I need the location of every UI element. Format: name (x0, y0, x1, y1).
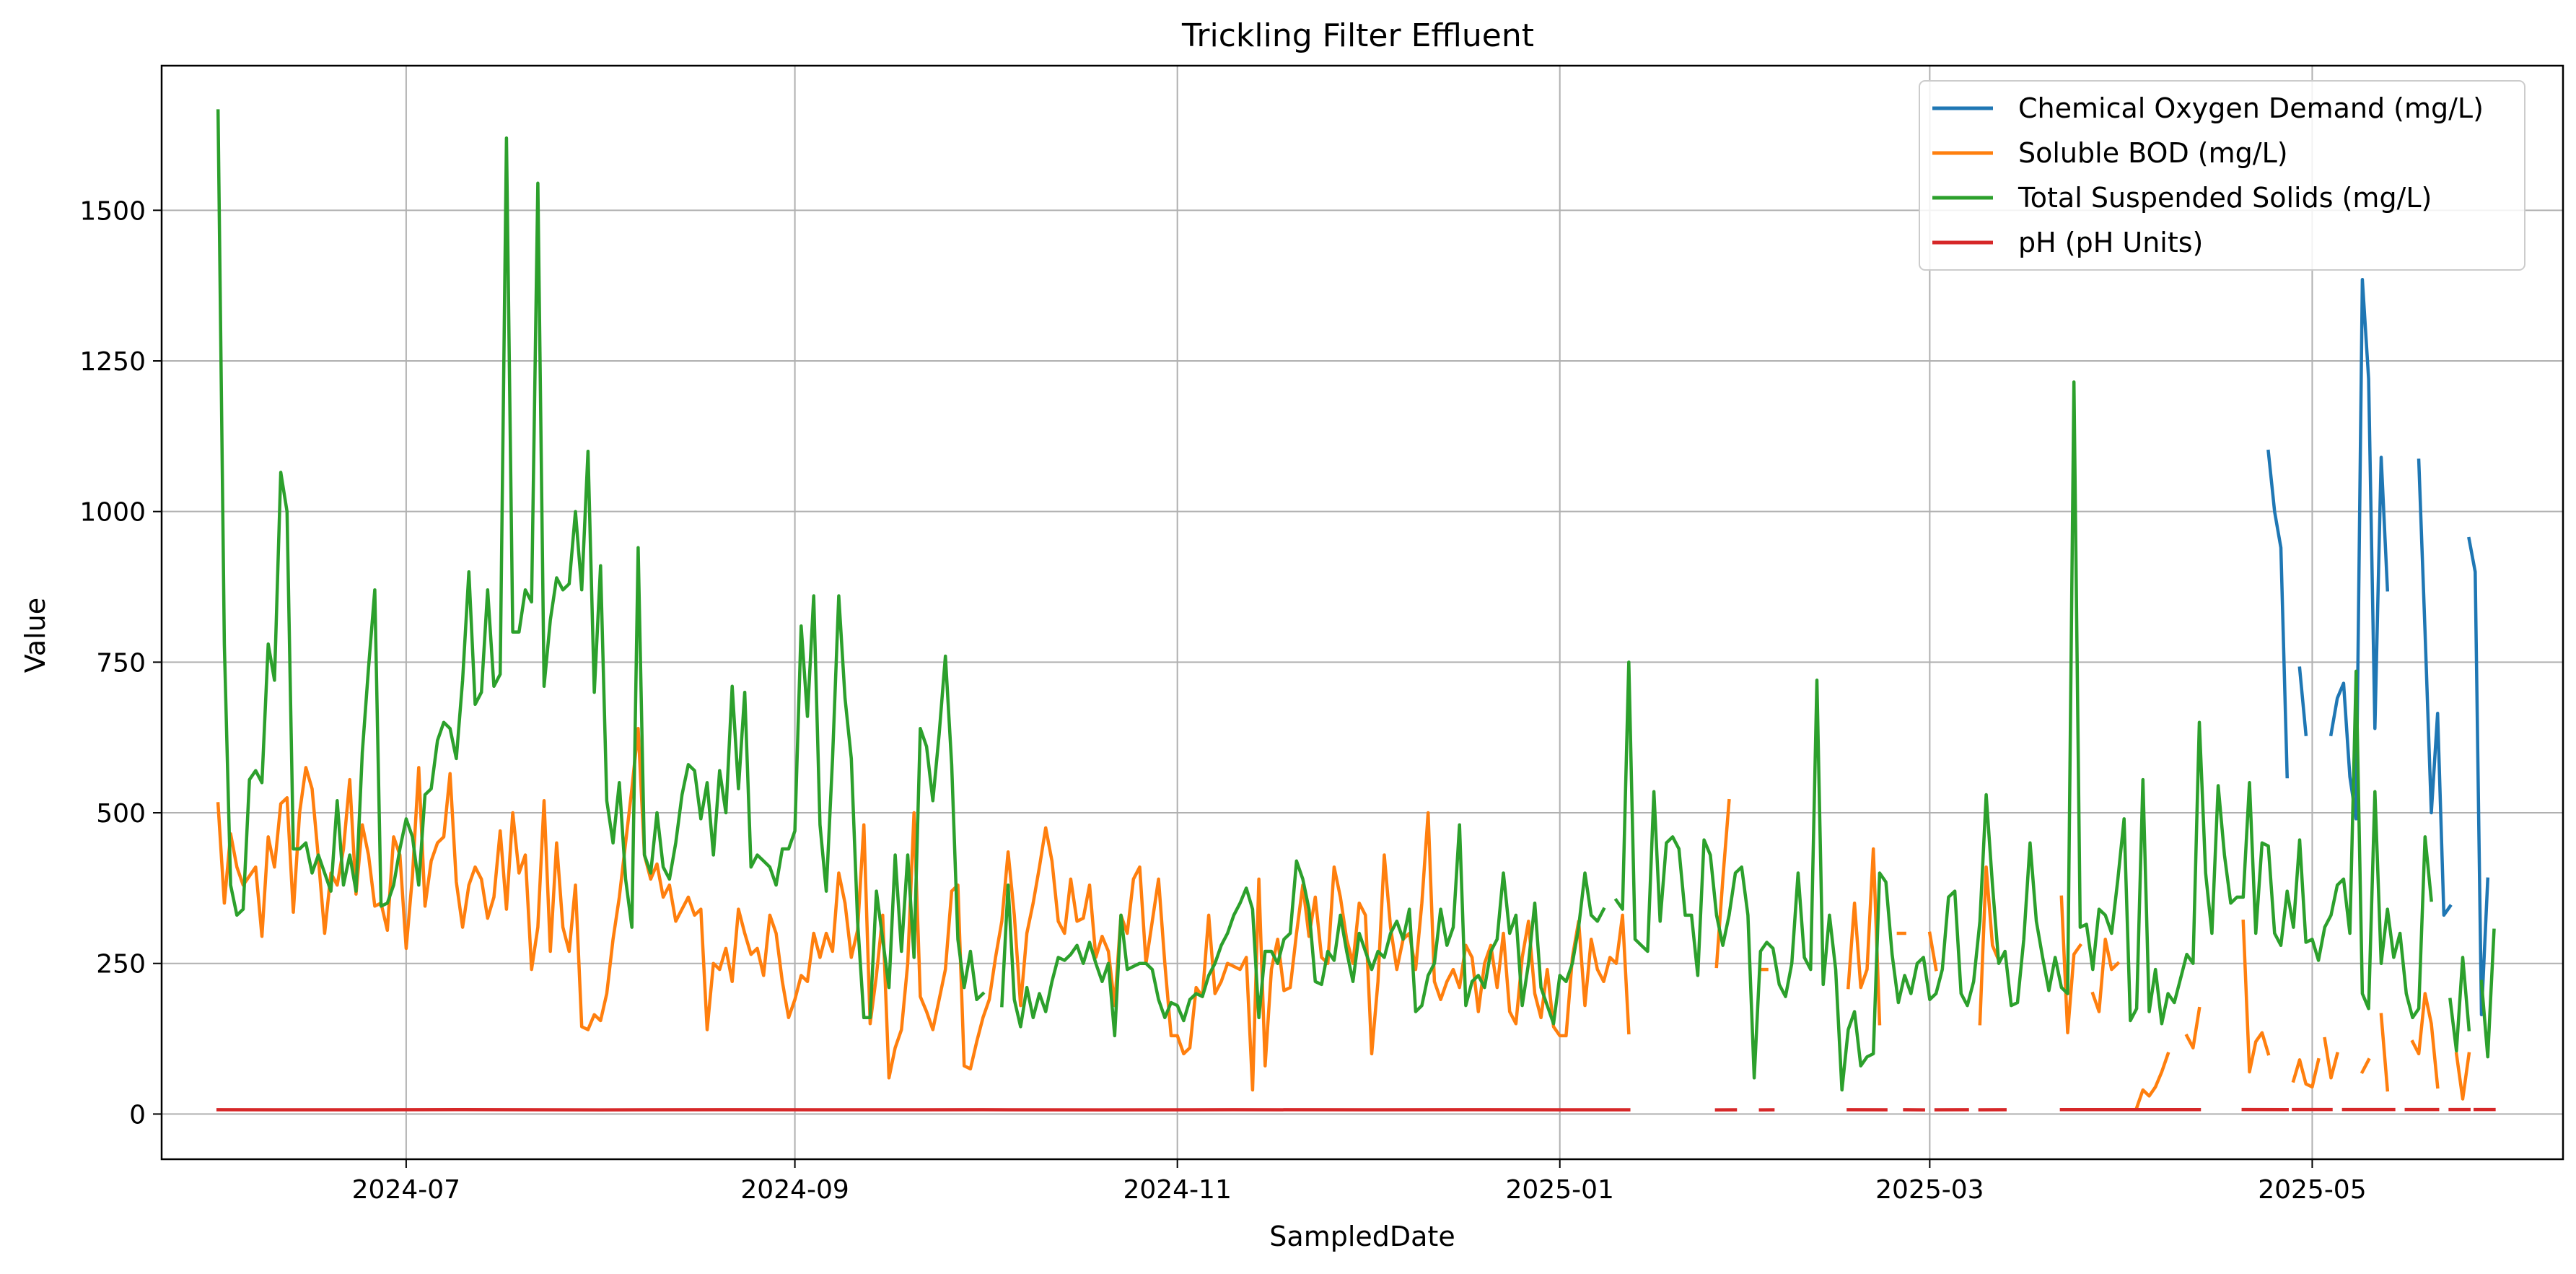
series-bod-line (1846, 847, 1882, 1026)
series-bod-line (2360, 1057, 2371, 1075)
series-bod-line (2059, 895, 2083, 1034)
series-bod-line (2241, 919, 2271, 1074)
series-tss-line (2448, 956, 2471, 1053)
axes-frame (160, 64, 2564, 1161)
plot-area (216, 109, 2496, 1112)
y-tick-label: 750 (96, 648, 146, 678)
series-bod-line (2090, 938, 2121, 1013)
series-bod-line (2379, 1013, 2390, 1092)
series-tss-line (1000, 823, 1606, 1038)
x-tick-label: 2025-01 (1506, 1175, 1614, 1205)
legend-label-cod: Chemical Oxygen Demand (mg/L) (2018, 92, 2484, 124)
series-bod-line (2323, 1037, 2339, 1080)
series-bod-line (1978, 865, 2001, 1026)
y-tick-label: 0 (129, 1100, 146, 1130)
series-tss-line (1613, 380, 2433, 1092)
series-bod-line (2134, 1052, 2170, 1110)
series-cod-line (2297, 666, 2308, 736)
legend: Chemical Oxygen Demand (mg/L) Soluble BOD… (1919, 80, 2525, 271)
series-bod-line (2410, 992, 2440, 1089)
y-axis-label: Value (19, 598, 51, 673)
x-tick-label: 2025-03 (1875, 1175, 1984, 1205)
x-axis-label: SampledDate (1269, 1221, 1455, 1252)
y-tick-label: 1250 (79, 347, 146, 377)
series-bod (216, 726, 2471, 1110)
x-tick-label: 2024-07 (352, 1175, 460, 1205)
series-tss (216, 109, 2496, 1092)
series-bod-line (2184, 1006, 2202, 1050)
legend-label-bod: Soluble BOD (mg/L) (2018, 137, 2288, 169)
series-cod-line (2329, 278, 2390, 821)
series-tss-line (2479, 928, 2496, 1059)
series-cod-line (2266, 449, 2290, 779)
series-cod-line (2417, 458, 2453, 917)
series-bod-line (2454, 1052, 2471, 1101)
axis-ticks: 2024-07 2024-09 2024-11 2025-01 2025-03 2025-… (79, 196, 2366, 1205)
x-tick-label: 2025-05 (2258, 1175, 2366, 1205)
series-bod-line (1927, 931, 1938, 972)
y-tick-label: 1500 (79, 196, 146, 226)
x-tick-label: 2024-09 (740, 1175, 849, 1205)
y-tick-label: 1000 (79, 498, 146, 528)
legend-box (1919, 80, 2525, 271)
series-ph (216, 1107, 2496, 1112)
legend-label-tss: Total Suspended Solids (mg/L) (2018, 182, 2432, 214)
series-bod-line (216, 726, 1631, 1092)
series-bod-line (2291, 1057, 2321, 1089)
series-bod-line (1714, 798, 1731, 969)
y-tick-label: 500 (96, 799, 146, 829)
legend-label-ph: pH (pH Units) (2018, 227, 2203, 258)
chart-title: Trickling Filter Effluent (1181, 17, 1534, 54)
series-cod-line (2467, 536, 2490, 1016)
series-tss-line (216, 109, 986, 1020)
y-tick-label: 250 (96, 950, 146, 980)
series-cod (2266, 278, 2490, 1016)
x-tick-label: 2024-11 (1123, 1175, 1231, 1205)
grid-lines (162, 66, 2563, 1159)
